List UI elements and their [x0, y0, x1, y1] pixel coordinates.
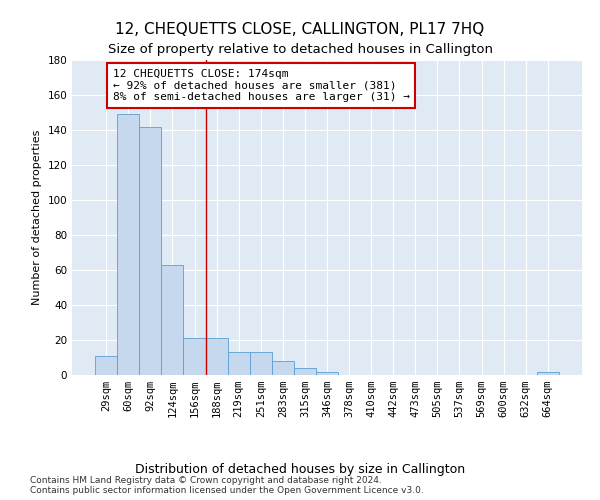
Bar: [139, 126, 161, 375]
Text: 12 CHEQUETTS CLOSE: 174sqm
← 92% of detached houses are smaller (381)
8% of semi: 12 CHEQUETTS CLOSE: 174sqm ← 92% of deta…: [113, 68, 410, 102]
Bar: [95, 356, 117, 375]
Bar: [250, 352, 272, 375]
Text: Contains HM Land Registry data © Crown copyright and database right 2024.
Contai: Contains HM Land Registry data © Crown c…: [30, 476, 424, 495]
Text: 12, CHEQUETTS CLOSE, CALLINGTON, PL17 7HQ: 12, CHEQUETTS CLOSE, CALLINGTON, PL17 7H…: [115, 22, 485, 38]
Bar: [184, 338, 206, 375]
Bar: [161, 265, 184, 375]
Bar: [537, 372, 559, 375]
Bar: [272, 361, 294, 375]
Y-axis label: Number of detached properties: Number of detached properties: [32, 130, 42, 305]
Text: Distribution of detached houses by size in Callington: Distribution of detached houses by size …: [135, 462, 465, 475]
Bar: [206, 338, 227, 375]
Bar: [227, 352, 250, 375]
Bar: [294, 368, 316, 375]
Bar: [316, 372, 338, 375]
Text: Size of property relative to detached houses in Callington: Size of property relative to detached ho…: [107, 42, 493, 56]
Bar: [117, 114, 139, 375]
